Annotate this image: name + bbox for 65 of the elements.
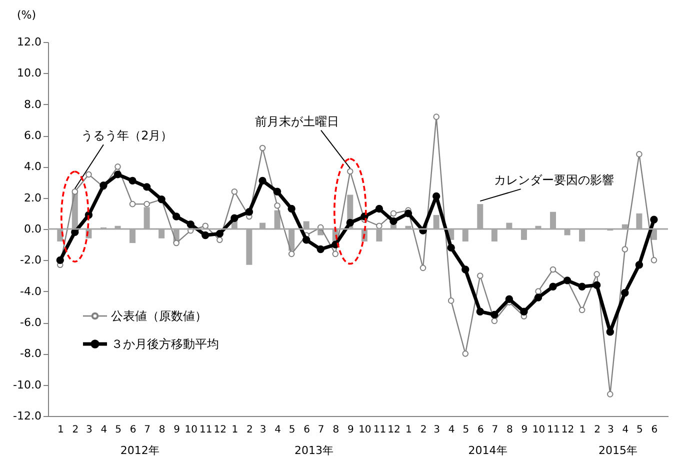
x-tick-label: 3 [434, 424, 440, 436]
x-tick-label: 2 [72, 424, 79, 436]
x-tick-label: 2 [420, 424, 427, 436]
x-tick-label: 6 [651, 424, 658, 436]
x-tick-label: 6 [477, 424, 484, 436]
x-tick-label: 5 [115, 424, 122, 436]
x-tick-label: 4 [274, 424, 281, 436]
y-tick-label: 4.0 [24, 160, 42, 174]
x-tick-label: 7 [492, 424, 498, 436]
x-tick-label: 6 [304, 424, 310, 436]
text: 2015年 [598, 444, 638, 457]
y-tick-label: 10.0 [17, 66, 42, 80]
y-tick-label: -4.0 [20, 284, 42, 298]
legend-label: 公表値（原数値） [111, 309, 207, 323]
annotation: 前月末が土曜日 [255, 114, 340, 128]
y-tick-label: -6.0 [20, 316, 42, 329]
x-tick-label: 8 [332, 424, 340, 436]
x-tick-label: 1 [579, 424, 586, 436]
x-tick-label: 10 [532, 424, 546, 436]
x-tick-label: 7 [318, 424, 324, 436]
x-tick-label: 11 [200, 424, 212, 436]
x-tick-label: 2 [246, 424, 253, 436]
x-tick-label: 5 [636, 424, 643, 436]
x-tick-label: 12 [388, 424, 400, 436]
y-tick-label: -2.0 [20, 254, 42, 267]
text: 2012年 [120, 444, 160, 457]
x-tick-label: 8 [158, 424, 166, 436]
x-tick-label: 9 [174, 424, 180, 436]
x-tick-label: 9 [347, 424, 354, 436]
x-tick-label: 3 [86, 424, 92, 436]
annotation: カレンダー要因の影響 [494, 173, 614, 188]
legend-label: ３か月後方移動平均 [111, 337, 219, 351]
x-tick-label: 10 [184, 424, 198, 436]
y-tick-label: 6.0 [24, 129, 42, 142]
y-tick-label: -10.0 [13, 378, 42, 392]
y-tick-label: 12.0 [17, 36, 42, 48]
x-tick-label: 10 [358, 424, 372, 436]
x-tick-label: 8 [506, 424, 513, 436]
y-tick-label: -8.0 [20, 347, 42, 360]
x-tick-label: 2 [594, 424, 600, 436]
x-tick-label: 5 [462, 424, 470, 436]
x-tick-label: 1 [57, 424, 64, 436]
x-tick-label: 9 [521, 424, 528, 436]
x-tick-label: 7 [144, 424, 150, 436]
y-tick-label: -12.0 [13, 410, 42, 422]
y-axis-title: (%) [16, 8, 36, 22]
annotation: うるう年（2月） [81, 128, 173, 143]
y-tick-label: 0.0 [24, 222, 42, 236]
x-tick-label: 4 [448, 424, 455, 436]
text: 2014年 [468, 444, 508, 457]
y-tick-label: 8.0 [24, 98, 42, 111]
x-tick-label: 11 [547, 424, 560, 436]
x-tick-label: 12 [214, 424, 227, 436]
y-tick-label: 2.0 [24, 191, 42, 204]
x-tick-label: 3 [260, 424, 266, 436]
x-tick-label: 3 [607, 424, 614, 436]
text: 2013年 [294, 444, 334, 457]
x-tick-label: 11 [373, 424, 386, 436]
x-tick-label: 4 [622, 424, 629, 436]
x-tick-label: 1 [406, 424, 412, 436]
x-tick-label: 5 [288, 424, 296, 436]
x-tick-label: 12 [561, 424, 574, 436]
x-tick-label: 1 [232, 424, 238, 436]
x-tick-label: 4 [100, 424, 108, 436]
x-tick-label: 6 [130, 424, 136, 436]
